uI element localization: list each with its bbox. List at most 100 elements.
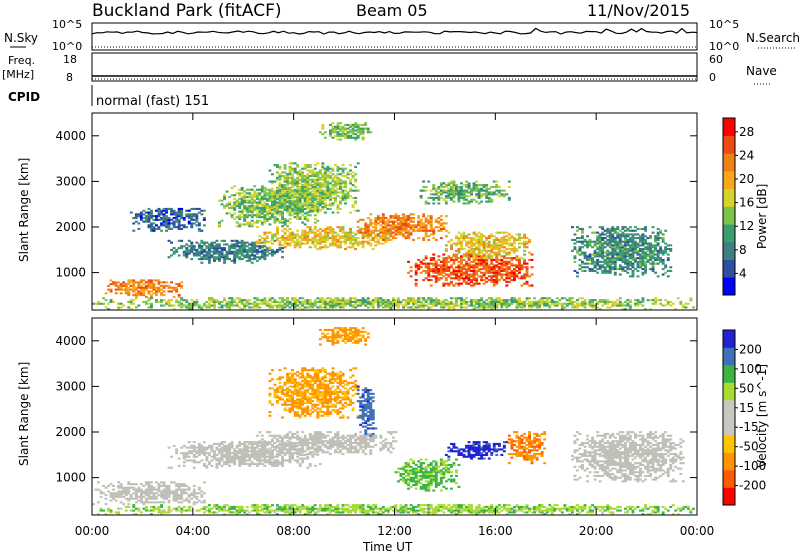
- power-colorbar-swatch-6: [723, 171, 735, 190]
- freq-tick-bottom: 8: [66, 71, 73, 84]
- velocity-colorbar-tick-5: -50: [739, 440, 759, 454]
- velocity-colorbar-swatch-3: [723, 435, 735, 453]
- nsky-strip: N.Sky 10^5 10^0 10^5 10^0 N.Search: [4, 18, 800, 53]
- velocity-ylabel: Slant Range [km]: [17, 362, 31, 466]
- cpid-label: CPID: [8, 90, 40, 104]
- velocity-colorbar-swatch-9: [723, 330, 735, 348]
- velocity-feature-6: [394, 458, 461, 492]
- velocity-colorbar-swatch-7: [723, 365, 735, 383]
- power-colorbar-tick-0: 4: [739, 266, 747, 280]
- velocity-colorbar-label: Velocity [m s^-1]: [755, 364, 769, 468]
- power-feature-1: [129, 207, 206, 232]
- freq-strip: Freq. [MHz] 18 8 60 0 Nave: [2, 52, 777, 85]
- power-colorbar: 4 8 12 16 20 24 28: [722, 117, 754, 296]
- x-tick-label-3: 12:00: [377, 524, 412, 538]
- velocity-feature-5: [356, 385, 378, 437]
- station-title: Buckland Park (fitACF): [92, 1, 282, 21]
- nsky-tick-top: 10^5: [52, 18, 82, 31]
- beam-title: Beam 05: [356, 1, 428, 20]
- x-tick-label-5: 20:00: [579, 524, 614, 538]
- x-tick-label-1: 04:00: [176, 524, 211, 538]
- power-feature-12: [92, 297, 695, 311]
- power-colorbar-tick-4: 20: [739, 172, 754, 186]
- velocity-feature-2: [255, 431, 398, 456]
- power-ylabel: Slant Range [km]: [17, 158, 31, 262]
- x-tick-label-6: 00:00: [680, 524, 715, 538]
- nsearch-tick-bottom: 10^0: [709, 40, 739, 53]
- velocity-colorbar-tick-2: 50: [739, 381, 754, 395]
- velocity-colorbar-swatch-0: [723, 487, 735, 506]
- power-ytick-label-2: 3000: [55, 174, 86, 188]
- nave-tick-bottom: 0: [709, 71, 716, 84]
- power-colorbar-tick-2: 12: [739, 219, 754, 233]
- power-feature-10: [419, 180, 511, 205]
- freq-label: Freq.: [8, 54, 35, 67]
- velocity-colorbar-swatch-5: [723, 400, 735, 418]
- power-ytick-label-3: 4000: [55, 129, 86, 143]
- x-tick-label-0: 00:00: [75, 524, 110, 538]
- velocity-colorbar-tick-7: -200: [739, 479, 766, 493]
- velocity-feature-9: [571, 431, 685, 483]
- x-axis-title: Time UT: [362, 540, 413, 554]
- velocity-feature-0: [92, 481, 206, 506]
- velocity-colorbar-swatch-6: [723, 382, 735, 401]
- nsearch-tick-top: 10^5: [709, 18, 739, 31]
- x-tick-label-2: 08:00: [276, 524, 311, 538]
- velocity-feature-1: [167, 441, 322, 469]
- freq-tick-top: 18: [63, 53, 77, 66]
- velocity-feature-7: [444, 441, 509, 460]
- power-colorbar-tick-5: 24: [739, 148, 754, 162]
- power-colorbar-swatch-9: [723, 118, 735, 136]
- power-colorbar-swatch-7: [723, 153, 735, 172]
- velocity-colorbar-tick-0: 200: [739, 342, 762, 356]
- time-x-axis: 00:00 04:00 08:00 12:00 16:00 20:00 00:00: [75, 113, 715, 538]
- nave-label: Nave: [746, 64, 777, 78]
- power-feature-5: [268, 162, 360, 214]
- power-colorbar-swatch-8: [723, 135, 735, 154]
- power-y-axis: 1000 2000 3000 4000: [55, 129, 697, 280]
- velocity-feature-4: [318, 327, 370, 346]
- velocity-ytick-label-0: 1000: [55, 471, 86, 485]
- power-colorbar-swatch-2: [723, 241, 735, 260]
- power-panel: [91, 112, 698, 311]
- power-colorbar-tick-3: 16: [739, 196, 754, 210]
- velocity-colorbar-tick-4: -15: [739, 420, 759, 434]
- date-title: 11/Nov/2015: [587, 1, 690, 20]
- power-colorbar-swatch-4: [723, 206, 735, 225]
- power-feature-9: [444, 231, 531, 260]
- power-colorbar-swatch-0: [723, 277, 735, 296]
- velocity-colorbar-swatch-4: [723, 417, 735, 436]
- velocity-ytick-label-2: 3000: [55, 379, 86, 393]
- velocity-colorbar-tick-3: 15: [739, 401, 754, 415]
- velocity-colorbar: 200 100 50 15 -15 -50 -100 -200: [722, 329, 766, 506]
- power-colorbar-swatch-5: [723, 188, 735, 207]
- velocity-feature-3: [268, 367, 360, 419]
- velocity-colorbar-tick-6: -100: [739, 459, 766, 473]
- power-colorbar-swatch-1: [723, 259, 735, 278]
- velocity-colorbar-swatch-8: [723, 347, 735, 366]
- power-feature-0: [104, 279, 184, 298]
- velocity-ytick-label-3: 4000: [55, 334, 86, 348]
- velocity-colorbar-swatch-1: [723, 470, 735, 488]
- power-colorbar-label: Power [dB]: [755, 184, 769, 249]
- power-ytick-label-0: 1000: [55, 266, 86, 280]
- velocity-panel: [91, 317, 698, 516]
- power-colorbar-swatch-3: [723, 224, 735, 243]
- nsky-tick-bottom: 10^0: [52, 40, 82, 53]
- power-feature-6: [318, 122, 373, 141]
- velocity-colorbar-tick-1: 100: [739, 362, 762, 376]
- velocity-colorbar-swatch-2: [723, 452, 735, 471]
- cpid-value: normal (fast) 151: [96, 94, 209, 109]
- velocity-feature-10: [97, 504, 695, 516]
- power-ytick-label-1: 2000: [55, 220, 86, 234]
- nsearch-label: N.Search: [746, 31, 800, 45]
- freq-unit: [MHz]: [2, 68, 34, 81]
- nave-tick-top: 60: [709, 53, 723, 66]
- nsky-trace: [91, 27, 698, 35]
- power-feature-2: [167, 239, 284, 264]
- x-tick-label-4: 16:00: [478, 524, 513, 538]
- power-feature-11: [571, 226, 673, 278]
- velocity-feature-8: [507, 431, 547, 465]
- power-colorbar-tick-1: 8: [739, 243, 747, 257]
